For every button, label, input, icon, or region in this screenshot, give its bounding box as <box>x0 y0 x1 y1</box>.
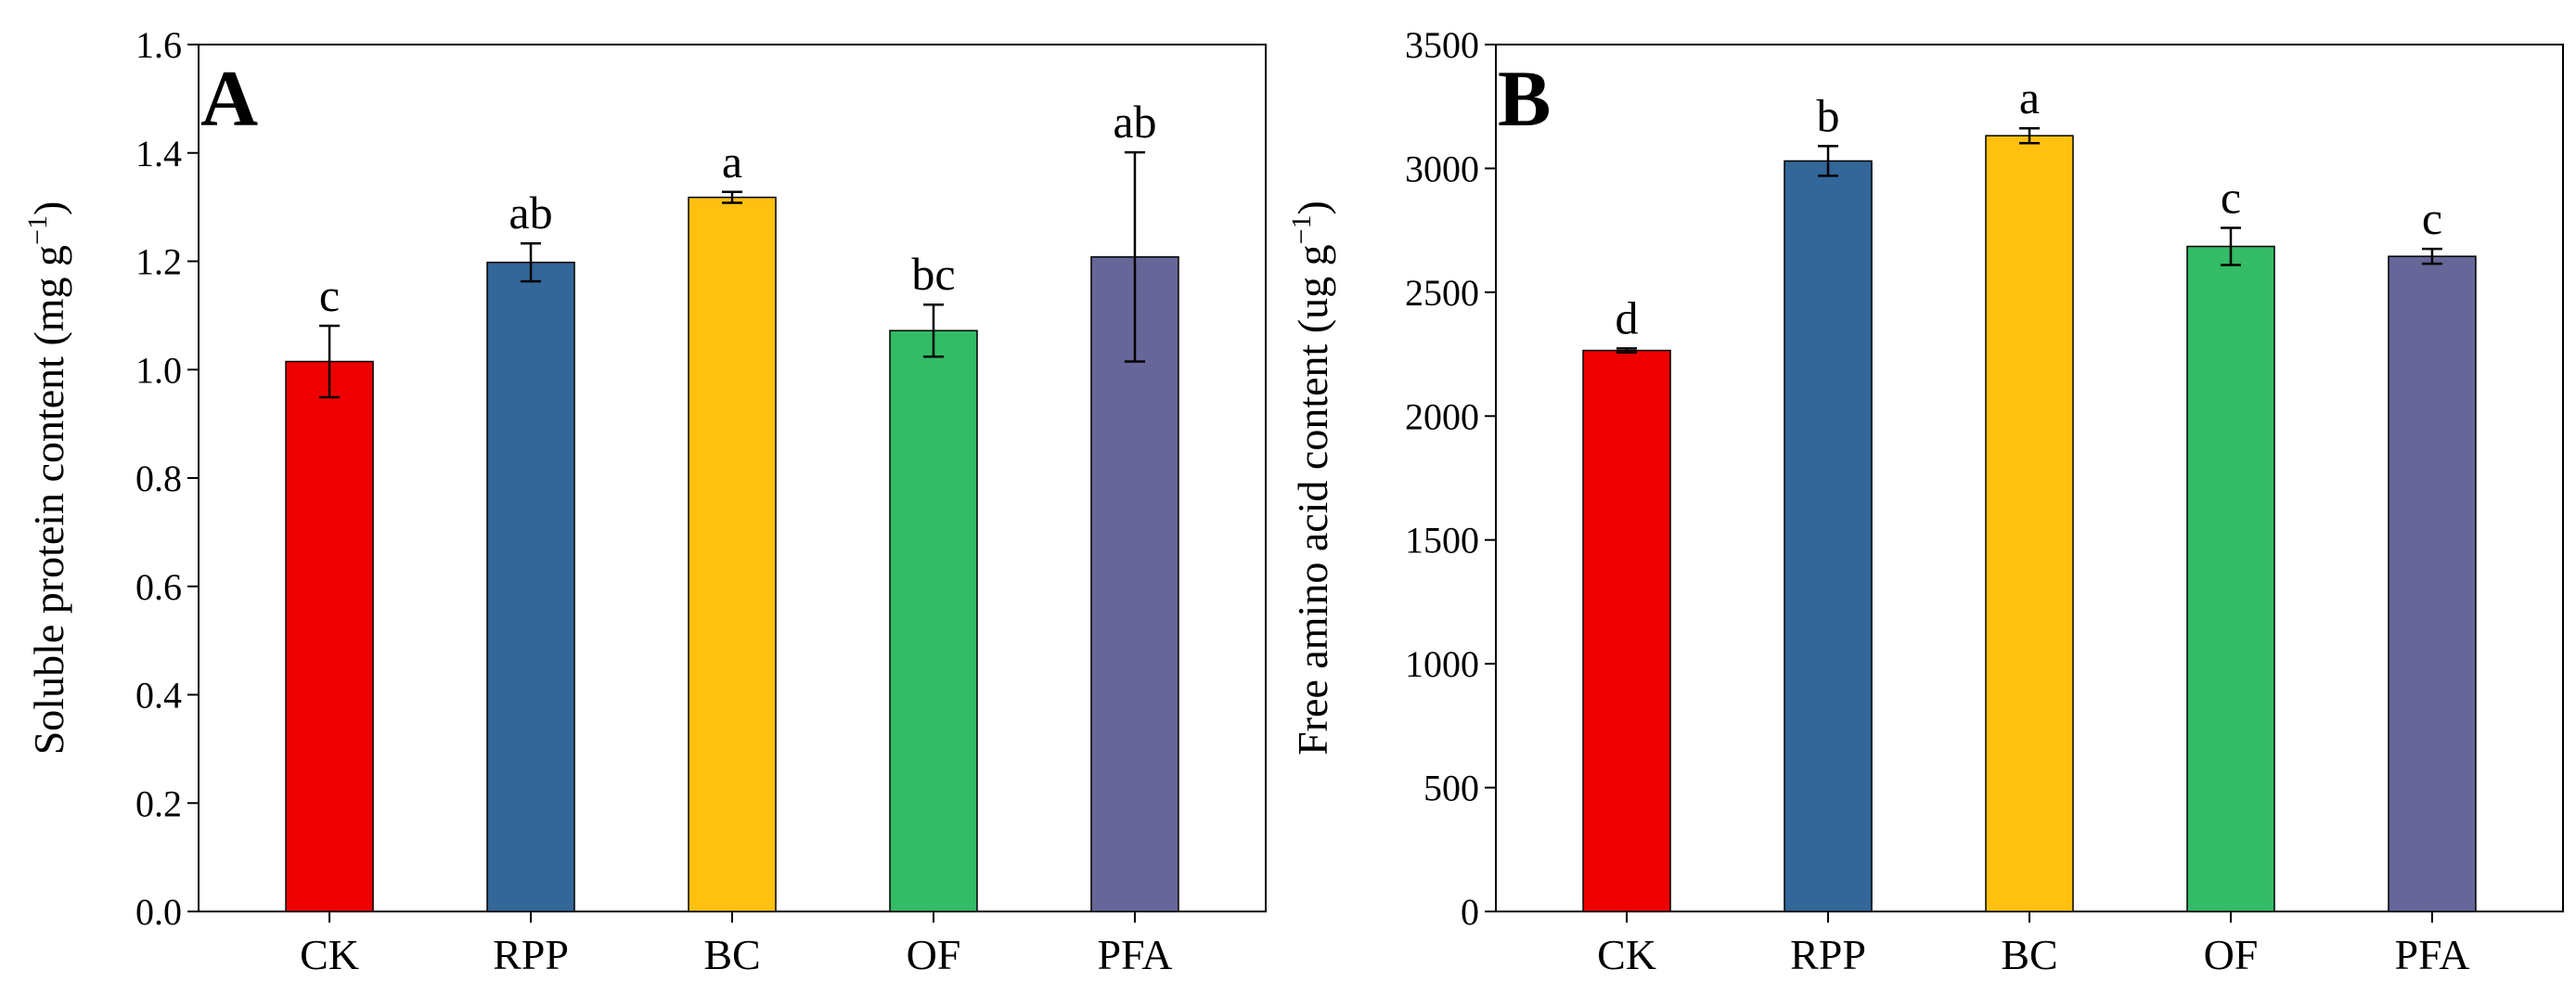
sig-letter-ck-a: c <box>319 269 340 321</box>
y-tick-label-b: 2500 <box>1405 272 1479 314</box>
y-tick-label-a: 1.0 <box>135 349 182 391</box>
y-tick-label-a: 0.4 <box>135 675 182 717</box>
bars-a <box>285 196 1179 912</box>
sig-letter-rpp-a: ab <box>509 187 552 239</box>
y-tick-label-b: 0 <box>1461 891 1479 933</box>
category-label-ck-b: CK <box>1597 931 1656 978</box>
bar-pfa-a <box>1090 256 1179 912</box>
sig-letter-bc-b: a <box>2019 71 2040 123</box>
sig-letters-b: d b a c c <box>1616 71 2443 343</box>
sig-letter-rpp-b: b <box>1817 89 1840 141</box>
sig-letters-a: c ab a bc ab <box>319 96 1157 321</box>
y-tick-label-b: 1000 <box>1405 643 1479 685</box>
y-tick-label-b: 500 <box>1423 768 1479 809</box>
sig-letter-pfa-b: c <box>2422 192 2442 244</box>
y-axis-label-b-sup: −1 <box>1286 214 1317 244</box>
error-bars-a <box>319 150 1145 399</box>
y-tick-label-a: 0.2 <box>135 782 182 824</box>
category-label-of-a: OF <box>907 931 961 978</box>
category-label-pfa-a: PFA <box>1097 931 1172 978</box>
sig-letter-pfa-a: ab <box>1113 96 1156 148</box>
y-tick-label-a: 0.6 <box>135 566 182 608</box>
y-tick-label-b: 3500 <box>1405 24 1479 66</box>
bar-rpp-b <box>1784 160 1873 912</box>
sig-letter-of-a: bc <box>911 248 955 300</box>
category-label-bc-b: BC <box>2001 931 2057 978</box>
bar-of-a <box>889 330 978 912</box>
y-tick-label-a: 1.4 <box>135 133 182 174</box>
category-labels-a: CK RPP BC OF PFA <box>300 911 1172 978</box>
error-bars-b <box>1616 126 2442 354</box>
bar-ck-a <box>285 360 374 912</box>
y-ticks-a: 0.0 0.2 0.4 0.6 0.8 1.0 1.2 1.4 1.6 <box>135 24 199 933</box>
y-axis-label-b-close: ) <box>1289 200 1336 214</box>
panel-a: A Soluble protein content (mg g−1) 0.00.… <box>22 24 1267 978</box>
y-axis-label-a: Soluble protein content (mg g−1) <box>22 201 72 756</box>
y-tick-label-a: 1.2 <box>135 241 182 283</box>
category-label-pfa-b: PFA <box>2394 931 2469 978</box>
bars-b <box>1582 135 2477 912</box>
y-axis-label-a-main: Soluble protein content (mg g <box>25 245 72 755</box>
y-ticks-b: 0 500 1000 1500 2000 2500 3000 3500 <box>1405 24 1496 933</box>
panel-label-a: A <box>200 54 258 143</box>
category-label-ck-a: CK <box>300 931 359 978</box>
sig-letter-ck-b: d <box>1616 291 1639 343</box>
panel-label-b: B <box>1498 54 1551 143</box>
bar-bc-a <box>688 196 777 912</box>
sig-letter-bc-a: a <box>722 136 742 187</box>
bar-rpp-a <box>486 261 575 912</box>
y-tick-label-b: 3000 <box>1405 148 1479 189</box>
bar-ck-b <box>1582 349 1671 912</box>
sig-letter-of-b: c <box>2221 171 2241 223</box>
bar-of-b <box>2186 245 2275 912</box>
y-axis-label-b: Free amino acid content (ug g−1) <box>1286 200 1336 756</box>
category-label-of-b: OF <box>2204 931 2259 978</box>
panel-b: B Free amino acid content (ug g−1) 0 500 1… <box>1286 24 2564 978</box>
y-tick-label-a: 0.0 <box>135 891 182 933</box>
y-axis-label-a-sup: −1 <box>22 215 53 245</box>
y-axis-label-a-close: ) <box>25 201 72 215</box>
category-label-bc-a: BC <box>703 931 760 978</box>
category-label-rpp-a: RPP <box>493 931 569 978</box>
category-label-rpp-b: RPP <box>1790 931 1866 978</box>
y-tick-label-a: 1.6 <box>135 24 182 66</box>
y-tick-label-b: 2000 <box>1405 395 1479 437</box>
y-tick-label-b: 1500 <box>1405 520 1479 562</box>
category-labels-b: CK RPP BC OF PFA <box>1597 911 2469 978</box>
bar-pfa-b <box>2388 255 2477 912</box>
y-tick-label-a: 0.8 <box>135 458 182 499</box>
bar-bc-b <box>1985 135 2074 912</box>
y-axis-label-b-main: Free amino acid content (ug g <box>1289 244 1336 756</box>
